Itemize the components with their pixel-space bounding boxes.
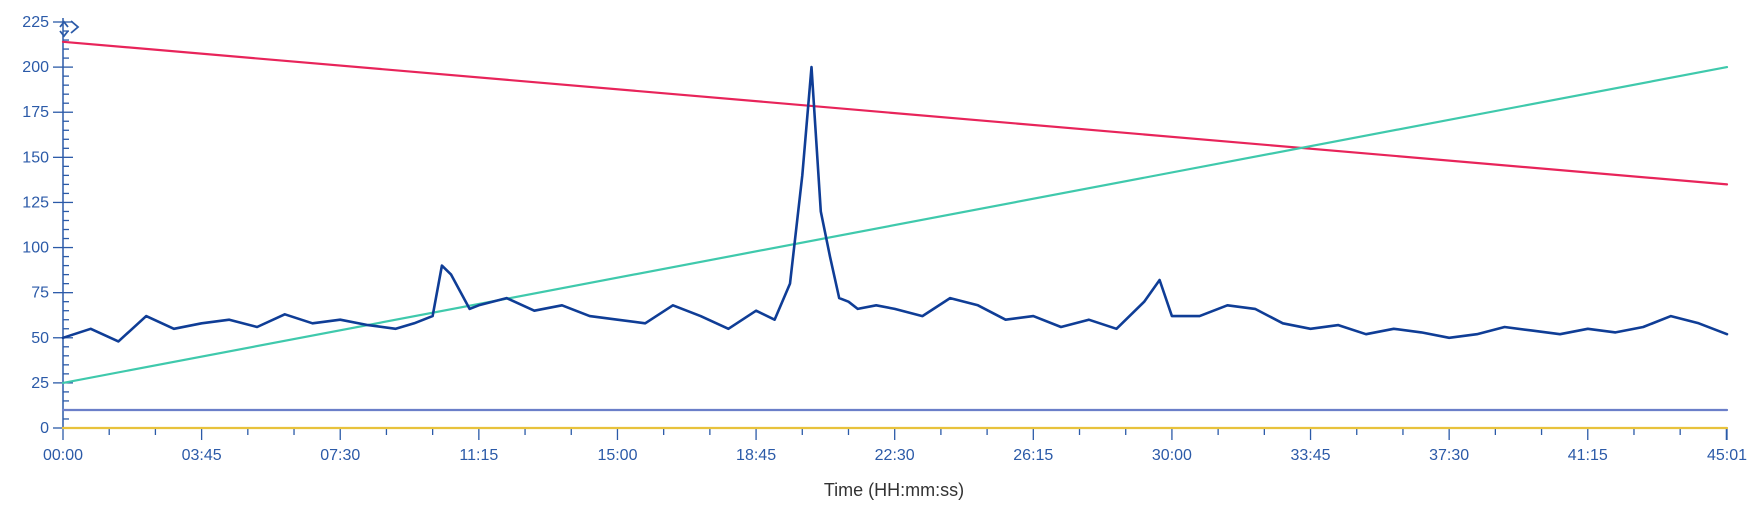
- x-tick-label: 45:01: [1707, 447, 1747, 464]
- series-layer: [61, 40, 1729, 430]
- y-tick-label: 200: [22, 59, 49, 76]
- x-tick-label: 03:45: [182, 447, 222, 464]
- y-tick-label: 0: [40, 420, 49, 437]
- chevron-up-down-icon[interactable]: [59, 20, 80, 38]
- y-tick-label: 175: [22, 104, 49, 121]
- y-tick-label: 150: [22, 149, 49, 166]
- y-tick-label: 75: [31, 285, 49, 302]
- x-tick-label: 15:00: [597, 447, 637, 464]
- series-line-1: [61, 40, 1729, 186]
- x-tick-label: 26:15: [1013, 447, 1053, 464]
- x-tick-label: 30:00: [1152, 447, 1192, 464]
- x-tick-label: 33:45: [1291, 447, 1331, 464]
- tick-labels-layer: 0 25 50 75 100 125 150 175 200 225 00:00 03:45 07:30…: [22, 14, 1747, 464]
- x-tick-label: 18:45: [736, 447, 776, 464]
- x-tick-label: 22:30: [875, 447, 915, 464]
- y-tick-label: 225: [22, 14, 49, 31]
- x-tick-label: 00:00: [43, 447, 83, 464]
- x-tick-label: 11:15: [459, 447, 498, 464]
- axes-layer: [53, 18, 1728, 440]
- y-tick-label: 25: [31, 375, 49, 392]
- y-tick-label: 125: [22, 194, 49, 211]
- series-line-5: [61, 65, 1729, 343]
- x-tick-label: 41:15: [1568, 447, 1608, 464]
- series-line-2: [61, 65, 1729, 384]
- x-tick-label: 07:30: [320, 447, 360, 464]
- y-tick-label: 50: [31, 330, 49, 347]
- x-axis-title: Time (HH:mm:ss): [824, 480, 964, 500]
- y-tick-label: 100: [22, 240, 49, 257]
- x-tick-label: 37:30: [1429, 447, 1469, 464]
